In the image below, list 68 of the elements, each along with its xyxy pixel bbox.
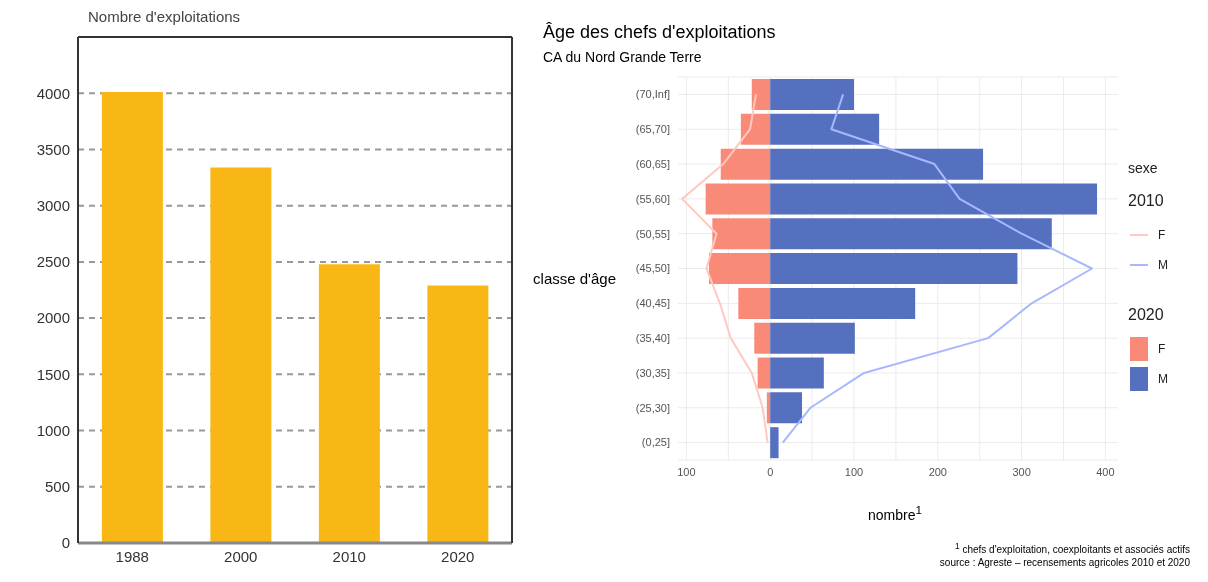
bar — [712, 218, 771, 250]
bar — [770, 113, 880, 145]
y-tick-label: 1000 — [36, 421, 70, 439]
bar — [740, 113, 771, 145]
y-tick-label: 0 — [61, 534, 70, 552]
y-tick-label: (0,25] — [641, 436, 670, 449]
bar — [101, 92, 163, 543]
y-tick-label: (50,55] — [635, 227, 670, 240]
y-tick-label: (30,35] — [635, 366, 670, 379]
source-note: source : Agreste – recensements agricoles 2010 et 2020 — [939, 557, 1190, 569]
bar — [770, 357, 824, 389]
text: 2010 — [1128, 192, 1164, 209]
x-tick-label: 100 — [677, 465, 696, 478]
bar — [770, 287, 916, 319]
text: 2020 — [1128, 306, 1164, 323]
y-tick-label: (40,45] — [635, 297, 670, 310]
y-tick-label: (25,30] — [635, 401, 670, 414]
bar — [709, 253, 771, 285]
y-tick-label: 2000 — [36, 309, 70, 327]
y-tick-label: 1500 — [36, 365, 70, 383]
bar — [770, 218, 1052, 250]
x-tick-label: 2010 — [332, 547, 366, 565]
x-tick-label: 1988 — [115, 547, 149, 565]
bar — [427, 285, 489, 543]
y-tick-label: (45,50] — [635, 262, 670, 275]
text: $^{1}$ chefs d'exploitation, coexploitants et associés actifs — [954, 541, 1190, 556]
legend-label: F — [1158, 342, 1166, 356]
bar — [705, 183, 771, 215]
bar — [770, 392, 803, 424]
bar — [770, 322, 855, 354]
legend-label: F — [1158, 228, 1166, 242]
chart-subtitle: CA du Nord Grande Terre — [543, 49, 702, 65]
bar — [770, 148, 984, 180]
y-tick-label: (55,60] — [635, 192, 670, 205]
y-tick-label: (70,Inf] — [635, 88, 670, 101]
legend-label: M — [1158, 372, 1168, 386]
chart-title: Âge des chefs d'exploitations — [543, 22, 776, 42]
bar — [754, 322, 771, 354]
x-tick-label: 0 — [767, 465, 774, 478]
legend-title: sexe — [1128, 160, 1158, 176]
bar — [770, 183, 1098, 215]
bar — [318, 264, 380, 543]
bar — [757, 357, 771, 389]
x-tick-label: 2000 — [224, 547, 258, 565]
bar — [751, 79, 771, 110]
bar — [210, 167, 272, 543]
bar — [738, 287, 771, 319]
x-tick-label: 2020 — [441, 547, 475, 565]
x-tick-label: 100 — [844, 465, 864, 478]
y-tick-label: (65,70] — [635, 123, 670, 136]
x-tick-label: 400 — [1096, 465, 1115, 478]
x-axis-title: nombre$^{1}$ — [868, 503, 922, 523]
y-tick-label: 3000 — [36, 196, 70, 214]
bar — [770, 253, 1018, 285]
y-tick-label: (35,40] — [635, 332, 670, 345]
x-tick-label: 200 — [928, 465, 947, 478]
y-tick-label: 2500 — [36, 253, 70, 271]
y-tick-label: 500 — [44, 478, 70, 496]
legend-label: M — [1158, 258, 1168, 272]
bar — [720, 148, 771, 180]
bar — [770, 427, 779, 459]
y-tick-label: 4000 — [36, 84, 70, 102]
y-axis-title: Nombre d'exploitations — [88, 8, 241, 25]
y-tick-label: (60,65] — [635, 157, 670, 170]
y-tick-label: 3500 — [36, 140, 70, 158]
x-tick-label: 300 — [1012, 465, 1031, 478]
y-axis-title: classe d'âge — [533, 270, 616, 287]
bar — [770, 79, 854, 110]
